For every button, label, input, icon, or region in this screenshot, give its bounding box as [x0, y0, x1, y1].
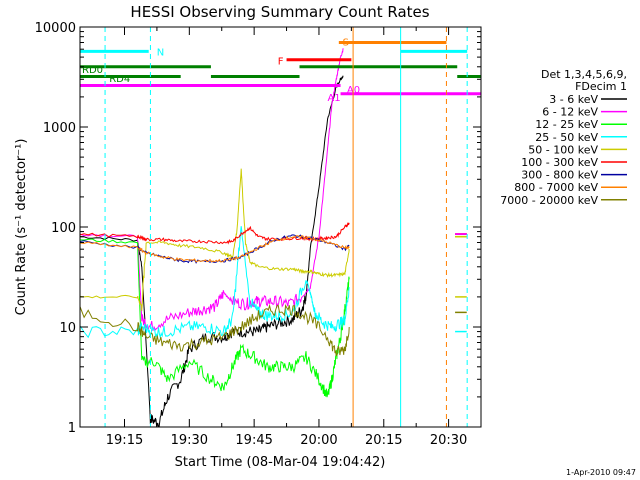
vertical-lines-layer [104, 27, 468, 427]
legend-label: 7000 - 20000 keV [500, 194, 598, 207]
series-line-7 [79, 235, 350, 263]
flag-label-rd0: RD0 [82, 65, 103, 76]
flag-label-rd4: RD4 [109, 74, 130, 85]
legend-header-line: FDecim 1 [575, 80, 627, 93]
x-tick-label: 19:45 [235, 433, 272, 448]
legend-label: 12 - 25 keV [535, 118, 598, 131]
chart-title: HESSI Observing Summary Count Rates [130, 3, 429, 21]
flag-layer: NSFRD0RD4A1A0 [80, 37, 481, 104]
series-line-2 [79, 238, 350, 398]
y-tick-label: 10 [59, 321, 76, 336]
x-tick-label: 19:30 [171, 433, 208, 448]
legend-label: 100 - 300 keV [521, 156, 598, 169]
series-line-4 [79, 168, 350, 311]
legend-header-line: Det 1,3,4,5,6,9, [541, 68, 627, 81]
legend-label: 3 - 6 keV [549, 93, 598, 106]
series-line-1 [79, 48, 344, 331]
flag-label-s: S [343, 37, 349, 48]
series-line-5 [79, 222, 350, 245]
x-tick-label: 20:30 [430, 433, 467, 448]
axis-layer: 19:15 19:30 19:45 20:00 20:15 20:30 1 10 100 1000… [35, 21, 481, 448]
flag-label-a1: A1 [327, 93, 340, 104]
timestamp-footer: 1-Apr-2010 09:47 [566, 468, 636, 477]
legend-label: 50 - 100 keV [528, 143, 598, 156]
legend-label: 300 - 800 keV [521, 169, 598, 182]
x-tick-label: 19:15 [106, 433, 143, 448]
x-tick-label: 20:15 [365, 433, 402, 448]
series-line-3 [79, 226, 350, 340]
series-line-8 [79, 303, 350, 356]
y-axis-label: Count Rate (s⁻¹ detector⁻¹) [14, 139, 29, 316]
legend-label: 6 - 12 keV [542, 106, 598, 119]
y-tick-label: 1 [68, 421, 76, 436]
x-tick-label: 20:00 [300, 433, 337, 448]
legend-label: 25 - 50 keV [535, 131, 598, 144]
series-line-0 [79, 75, 344, 428]
legend-label: 800 - 7000 keV [514, 181, 598, 194]
x-axis-label: Start Time (08-Mar-04 19:04:42) [175, 455, 386, 470]
series-line-6 [79, 234, 350, 264]
flag-label-f: F [278, 57, 284, 68]
y-tick-label: 1000 [43, 121, 76, 136]
y-tick-label: 10000 [35, 21, 76, 36]
flag-label-n: N [157, 47, 164, 58]
y-tick-label: 100 [51, 221, 76, 236]
series-layer [79, 48, 467, 428]
